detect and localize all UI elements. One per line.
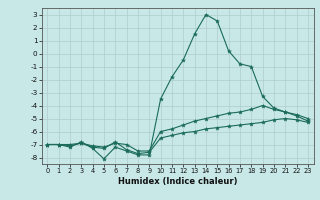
X-axis label: Humidex (Indice chaleur): Humidex (Indice chaleur) — [118, 177, 237, 186]
